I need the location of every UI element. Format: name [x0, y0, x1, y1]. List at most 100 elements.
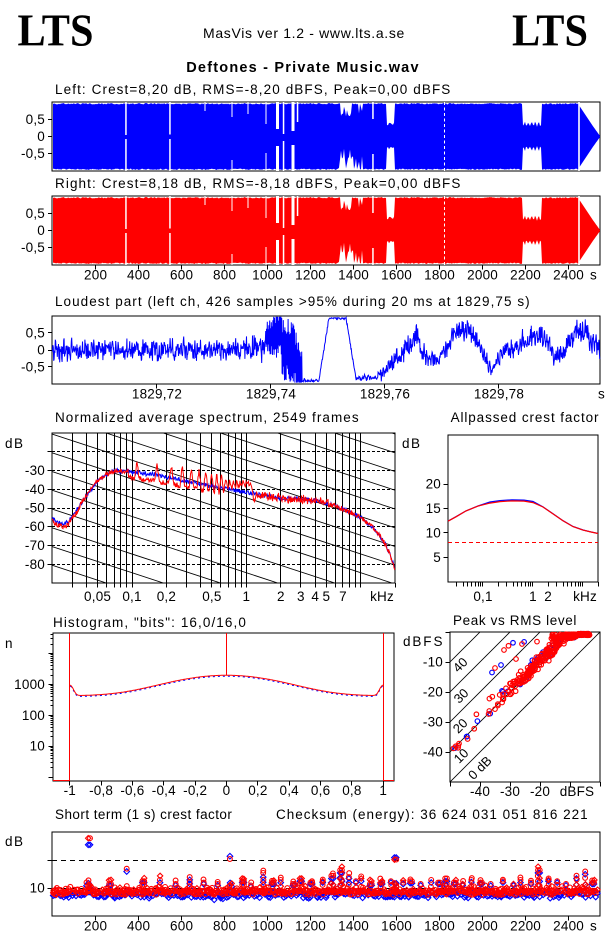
svg-text:s: s — [590, 268, 597, 283]
svg-text:1000: 1000 — [252, 919, 283, 934]
svg-text:0,8: 0,8 — [342, 783, 361, 798]
svg-text:1829,78: 1829,78 — [474, 387, 524, 402]
svg-text:-0,2: -0,2 — [183, 783, 207, 798]
svg-text:s: s — [598, 387, 605, 402]
svg-text:0,5: 0,5 — [26, 206, 45, 221]
svg-text:-40: -40 — [423, 745, 443, 760]
svg-text:0,5: 0,5 — [26, 326, 45, 341]
svg-text:LTS: LTS — [512, 5, 588, 56]
svg-text:2: 2 — [544, 589, 552, 604]
svg-text:Deftones - Private Music.wav: Deftones - Private Music.wav — [186, 60, 419, 76]
svg-text:5: 5 — [322, 589, 330, 604]
svg-text:600: 600 — [170, 268, 193, 283]
svg-text:LTS: LTS — [18, 5, 94, 56]
svg-text:kHz: kHz — [370, 589, 394, 604]
svg-text:s: s — [590, 919, 597, 934]
svg-text:2000: 2000 — [467, 268, 498, 283]
svg-text:1000: 1000 — [252, 268, 283, 283]
svg-text:Checksum (energy): 36 624 031: Checksum (energy): 36 624 031 051 816 22… — [276, 807, 589, 822]
svg-text:10: 10 — [30, 739, 45, 754]
svg-text:1400: 1400 — [338, 919, 369, 934]
svg-text:800: 800 — [213, 919, 236, 934]
svg-text:dB: dB — [402, 436, 422, 451]
svg-text:1829,76: 1829,76 — [360, 387, 410, 402]
svg-text:10: 10 — [426, 526, 441, 541]
svg-text:-70: -70 — [25, 538, 45, 553]
svg-text:0,5: 0,5 — [26, 112, 45, 127]
svg-text:3: 3 — [297, 589, 305, 604]
svg-text:-80: -80 — [25, 557, 45, 572]
svg-text:0,2: 0,2 — [157, 589, 176, 604]
svg-text:-50: -50 — [25, 501, 45, 516]
svg-text:-20: -20 — [423, 685, 443, 700]
svg-text:-0,5: -0,5 — [21, 240, 45, 255]
svg-text:1: 1 — [529, 589, 537, 604]
svg-text:Histogram, "bits": 16,0/16,0: Histogram, "bits": 16,0/16,0 — [53, 615, 247, 630]
svg-text:0: 0 — [37, 223, 45, 238]
svg-text:2200: 2200 — [510, 268, 541, 283]
svg-text:0,6: 0,6 — [311, 783, 330, 798]
svg-text:2200: 2200 — [510, 919, 541, 934]
svg-text:5: 5 — [433, 550, 441, 565]
svg-text:0,05: 0,05 — [84, 589, 111, 604]
svg-text:400: 400 — [127, 919, 150, 934]
svg-text:Allpassed crest factor: Allpassed crest factor — [451, 410, 600, 425]
svg-text:MasVis ver 1.2 - www.lts.a.se: MasVis ver 1.2 - www.lts.a.se — [203, 25, 405, 41]
svg-text:1400: 1400 — [338, 268, 369, 283]
svg-text:Normalized average spectrum, 2: Normalized average spectrum, 2549 frames — [55, 410, 360, 425]
svg-text:0,4: 0,4 — [280, 783, 300, 798]
svg-text:1829,72: 1829,72 — [132, 387, 182, 402]
svg-text:-30: -30 — [500, 784, 520, 799]
svg-text:-1: -1 — [64, 783, 76, 798]
svg-text:-40: -40 — [470, 784, 490, 799]
svg-text:1829,74: 1829,74 — [246, 387, 296, 402]
svg-text:1600: 1600 — [381, 268, 412, 283]
svg-text:-0,5: -0,5 — [21, 360, 45, 375]
svg-text:20: 20 — [426, 477, 441, 492]
svg-text:-0,4: -0,4 — [152, 783, 176, 798]
svg-text:1600: 1600 — [381, 919, 412, 934]
svg-text:0,1: 0,1 — [473, 589, 492, 604]
svg-text:1200: 1200 — [295, 919, 326, 934]
svg-text:1200: 1200 — [295, 268, 326, 283]
svg-text:0: 0 — [223, 783, 231, 798]
svg-text:800: 800 — [213, 268, 236, 283]
svg-text:1800: 1800 — [424, 919, 455, 934]
svg-text:Loudest part (left ch, 426 sa: Loudest part (left ch, 426 samples >95% … — [55, 294, 531, 309]
svg-text:4: 4 — [311, 589, 319, 604]
svg-text:-30: -30 — [25, 463, 45, 478]
svg-text:0: 0 — [37, 343, 45, 358]
svg-text:1: 1 — [243, 589, 251, 604]
svg-text:2: 2 — [277, 589, 285, 604]
svg-text:Left: Crest=8,20 dB, RMS=-8,20: Left: Crest=8,20 dB, RMS=-8,20 dBFS, Pea… — [55, 82, 451, 97]
svg-text:0,5: 0,5 — [202, 589, 221, 604]
svg-text:200: 200 — [84, 268, 107, 283]
svg-text:0,2: 0,2 — [248, 783, 267, 798]
svg-text:-10: -10 — [423, 655, 443, 670]
svg-text:Peak vs RMS level: Peak vs RMS level — [453, 613, 577, 628]
svg-text:n: n — [5, 636, 13, 651]
svg-text:-0,8: -0,8 — [89, 783, 113, 798]
svg-text:0,1: 0,1 — [122, 589, 141, 604]
svg-text:dBFS: dBFS — [403, 634, 444, 649]
svg-text:dB: dB — [5, 436, 25, 451]
svg-text:1000: 1000 — [14, 677, 45, 692]
svg-text:kHz: kHz — [573, 589, 597, 604]
svg-text:400: 400 — [127, 268, 150, 283]
svg-text:-20: -20 — [530, 784, 550, 799]
svg-text:-60: -60 — [25, 519, 45, 534]
svg-text:dB: dB — [5, 834, 25, 849]
svg-text:100: 100 — [22, 708, 45, 723]
svg-text:0: 0 — [37, 129, 45, 144]
svg-text:2000: 2000 — [467, 919, 498, 934]
svg-text:1: 1 — [379, 783, 387, 798]
svg-text:-40: -40 — [25, 482, 45, 497]
svg-text:1800: 1800 — [424, 268, 455, 283]
svg-text:10: 10 — [30, 881, 45, 896]
svg-text:15: 15 — [426, 501, 441, 516]
svg-text:600: 600 — [170, 919, 193, 934]
svg-text:2400: 2400 — [553, 268, 584, 283]
svg-text:-30: -30 — [423, 715, 443, 730]
svg-text:dBFS: dBFS — [560, 784, 595, 799]
svg-text:7: 7 — [339, 589, 347, 604]
